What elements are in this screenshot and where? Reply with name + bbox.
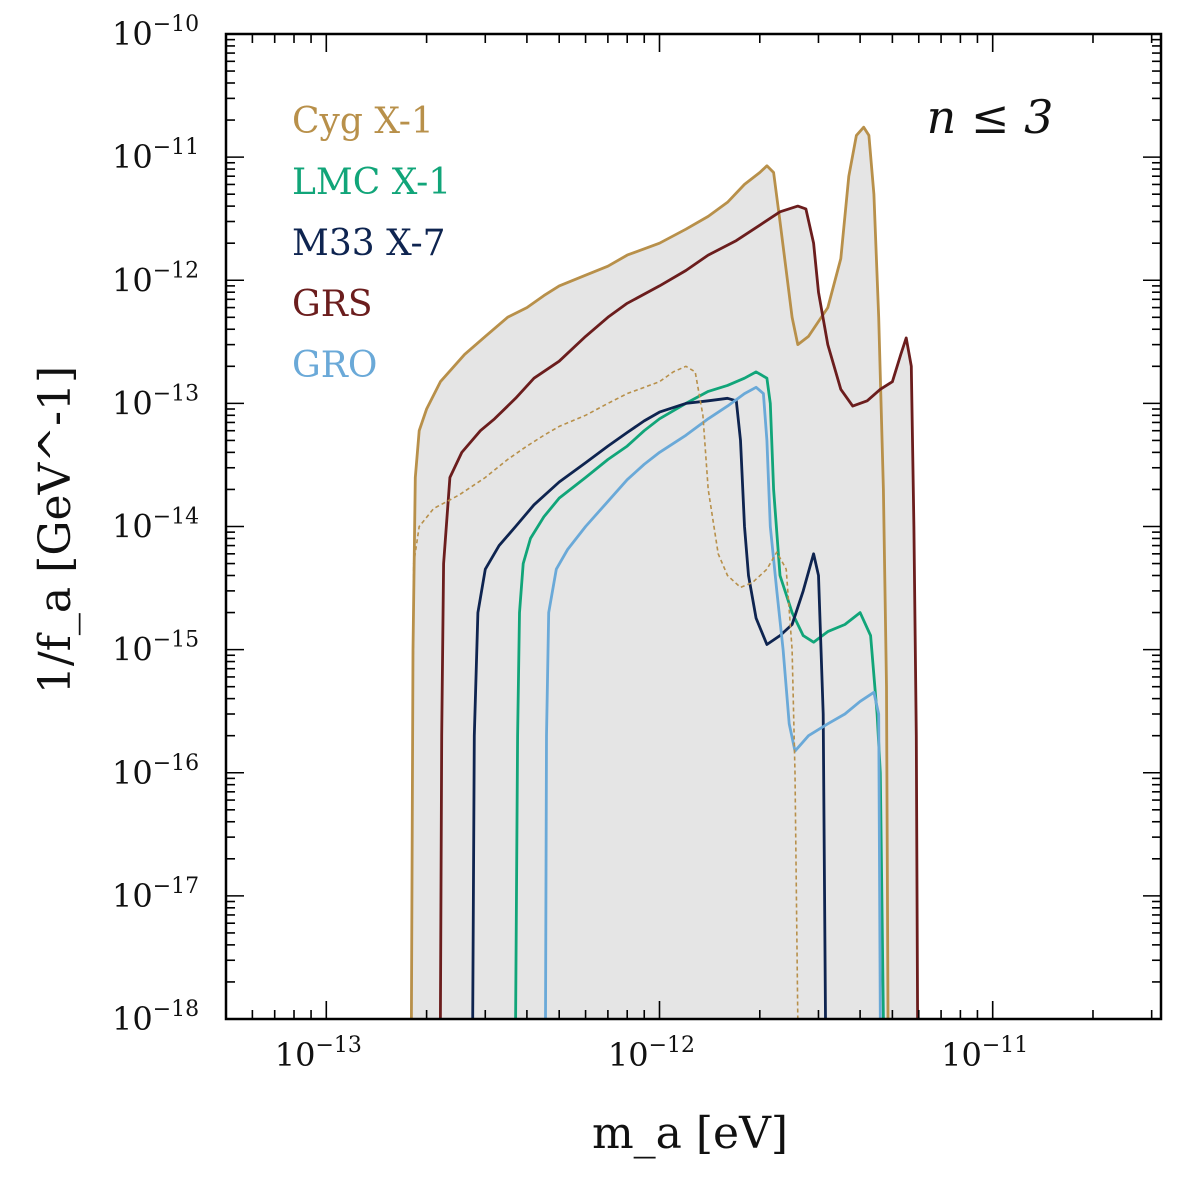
y-tick-label: 10−14: [112, 505, 199, 546]
annotation-n-le-3: n ≤ 3: [927, 90, 1054, 144]
shade-4: [545, 387, 881, 1019]
x-tick-labels: 10−13 10−12 10−11: [275, 1033, 1029, 1074]
legend-entry-gro: GRO: [292, 345, 377, 386]
series-line-gro: [544, 385, 882, 1019]
x-tick-label: 10−11: [941, 1033, 1028, 1074]
legend-entry-lmc-x-1: LMC X-1: [292, 162, 451, 203]
plot-frame: [224, 32, 1163, 1021]
series-line-grs: [439, 204, 919, 1019]
legend-entry-grs: GRS: [292, 284, 373, 325]
y-tick-label: 10−18: [112, 997, 199, 1038]
y-tick-label: 10−17: [112, 874, 199, 915]
series-line-cyg-x-1-dashed: [410, 365, 799, 1019]
y-tick-label: 10−15: [112, 628, 199, 669]
axis-ticks: [225, 33, 1161, 1020]
series-line-lmc-x-1: [514, 370, 885, 1019]
y-axis-title: 1/f_a [GeV^-1]: [30, 366, 81, 694]
legend: Cyg X-1 LMC X-1 M33 X-7 GRS GRO: [292, 101, 451, 386]
series-line-m33-x-7: [471, 396, 827, 1019]
legend-entry-cyg-x-1: Cyg X-1: [292, 101, 434, 142]
x-axis-title: m_a [eV]: [592, 1108, 788, 1159]
legend-entry-m33-x-7: M33 X-7: [292, 223, 446, 264]
y-tick-label: 10−11: [112, 135, 199, 176]
y-tick-labels: 10−10 10−11 10−12 10−13 10−14 10−15 10−16 10−17…: [112, 12, 199, 1038]
x-tick-label: 10−12: [608, 1033, 695, 1074]
y-tick-label: 10−16: [112, 751, 199, 792]
y-tick-label: 10−12: [112, 258, 199, 299]
y-tick-label: 10−13: [112, 381, 199, 422]
y-tick-label: 10−10: [112, 12, 199, 53]
series-lines: [410, 125, 919, 1019]
excluded-region-shading: [411, 127, 918, 1019]
x-tick-label: 10−13: [275, 1033, 362, 1074]
series-line-cyg-x-1: [410, 125, 890, 1019]
